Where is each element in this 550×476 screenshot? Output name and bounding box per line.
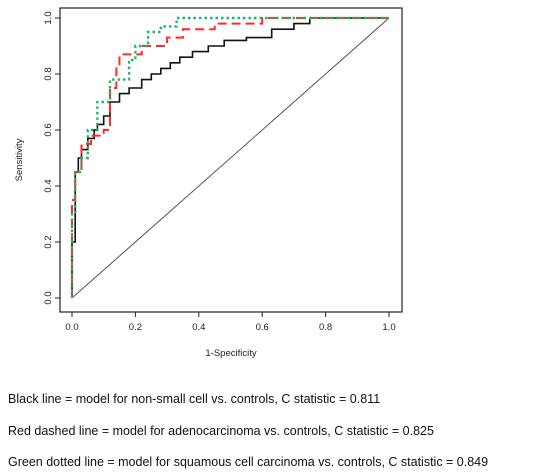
reference-diagonal	[71, 17, 390, 299]
x-tick-label-0: 0.0	[65, 322, 78, 333]
roc-curve-non-small-cell	[71, 17, 389, 298]
y-tick-label-4: 0.8	[43, 67, 54, 80]
caption-adenocarcinoma: Red dashed line = model for adenocarcino…	[8, 424, 434, 438]
x-axis-label: 1-Specificity	[205, 348, 256, 359]
x-tick-label-3: 0.6	[256, 322, 269, 333]
y-tick-label-0: 0.0	[43, 291, 54, 304]
y-tick-label-1: 0.2	[43, 235, 54, 248]
caption-squamous-cell: Green dotted line = model for squamous c…	[8, 455, 489, 469]
x-tick-label-4: 0.8	[319, 322, 332, 333]
y-axis-label: Sensitivity	[14, 138, 25, 181]
x-tick-label-5: 1.0	[382, 322, 395, 333]
roc-chart: 0.0 0.2 0.4 0.6 0.8 1.0 0.0 0.2 0.4 0.6 0.8 1.0 1-Sp…	[14, 7, 403, 359]
roc-curve-squamous-cell	[70, 16, 389, 298]
y-tick-label-5: 1.0	[43, 11, 54, 24]
y-tick-label-3: 0.6	[43, 123, 54, 136]
x-tick-label-2: 0.4	[192, 322, 205, 333]
x-tick-label-1: 0.2	[129, 322, 142, 333]
y-tick-label-2: 0.4	[43, 179, 54, 192]
plot-frame	[59, 7, 403, 313]
caption-non-small-cell: Black line = model for non-small cell vs…	[8, 392, 381, 406]
